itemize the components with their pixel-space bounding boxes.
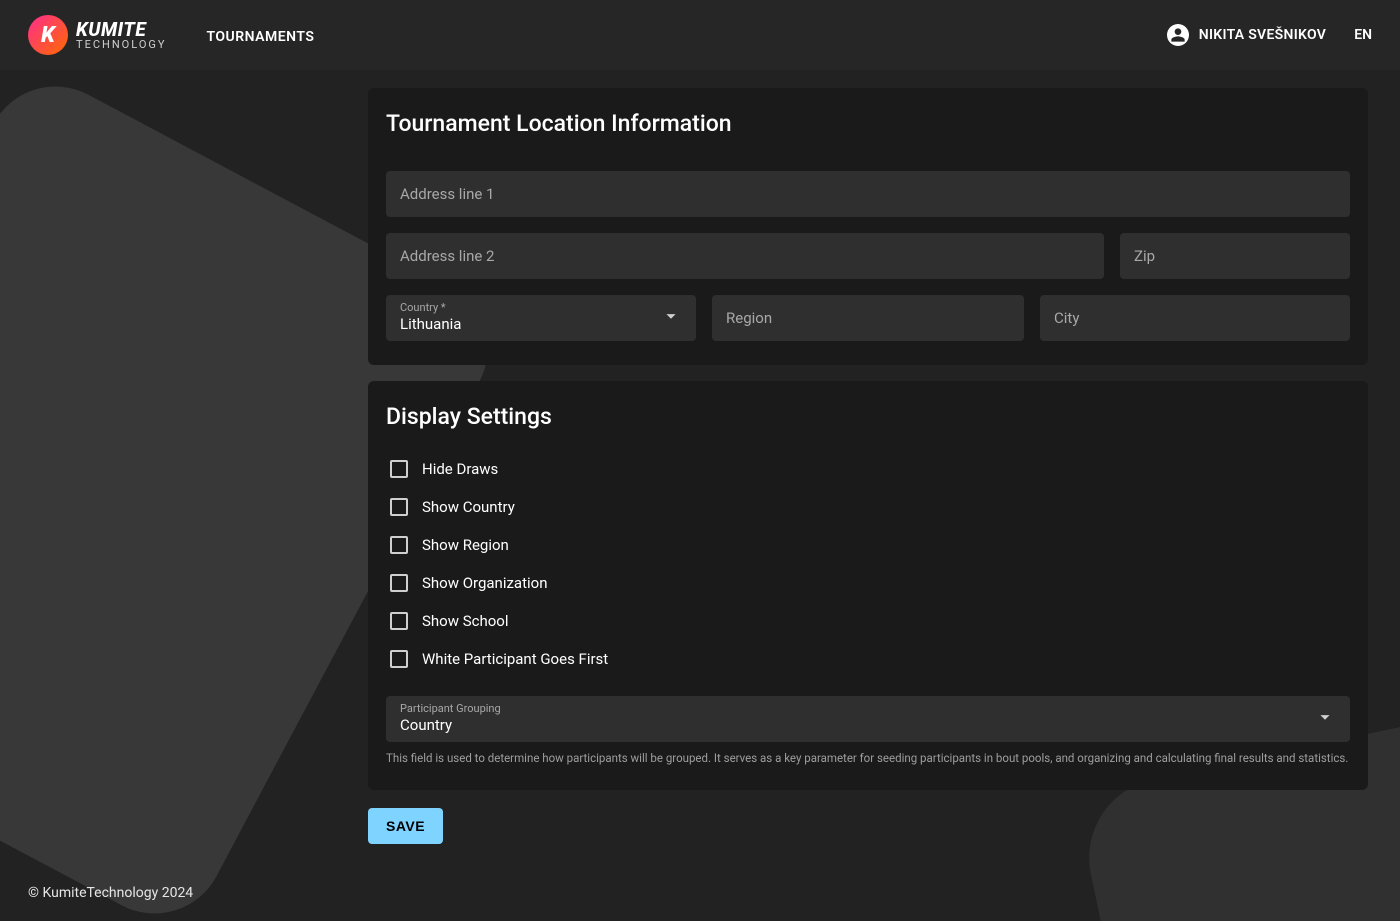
- user-avatar-icon: [1167, 24, 1189, 46]
- checkbox-icon: [390, 612, 408, 630]
- address-line-2-placeholder: Address line 2: [400, 247, 495, 265]
- city-placeholder: City: [1054, 309, 1079, 327]
- location-card-title: Tournament Location Information: [386, 110, 1350, 137]
- participant-grouping-helper: This field is used to determine how part…: [386, 750, 1350, 766]
- address-line-1-placeholder: Address line 1: [400, 185, 495, 203]
- address-line-1-input[interactable]: Address line 1: [386, 171, 1350, 217]
- participant-grouping-value: Country: [400, 716, 452, 734]
- checkbox-icon: [390, 574, 408, 592]
- region-placeholder: Region: [726, 309, 772, 327]
- checkbox-white-first[interactable]: White Participant Goes First: [390, 650, 1350, 668]
- nav-links: TOURNAMENTS: [206, 26, 314, 45]
- brand-logo[interactable]: K KUMITE TECHNOLOGY: [28, 15, 166, 55]
- zip-input[interactable]: Zip: [1120, 233, 1350, 279]
- chevron-down-icon: [1314, 706, 1336, 732]
- checkbox-show-school[interactable]: Show School: [390, 612, 1350, 630]
- brand-text: KUMITE TECHNOLOGY: [76, 20, 166, 50]
- participant-grouping-select[interactable]: Participant Grouping Country: [386, 696, 1350, 742]
- checkbox-label: Show School: [422, 612, 509, 630]
- topbar: K KUMITE TECHNOLOGY TOURNAMENTS NIKITA S…: [0, 0, 1400, 70]
- checkbox-show-region[interactable]: Show Region: [390, 536, 1350, 554]
- checkbox-show-organization[interactable]: Show Organization: [390, 574, 1350, 592]
- user-menu[interactable]: NIKITA SVEŠNIKOV: [1167, 24, 1326, 46]
- checkbox-label: White Participant Goes First: [422, 650, 608, 668]
- country-select[interactable]: Country * Lithuania: [386, 295, 696, 341]
- nav-tournaments[interactable]: TOURNAMENTS: [206, 29, 314, 45]
- location-card: Tournament Location Information Address …: [368, 88, 1368, 365]
- checkbox-icon: [390, 498, 408, 516]
- checkbox-icon: [390, 650, 408, 668]
- brand-mark-icon: K: [28, 15, 68, 55]
- country-label: Country *: [400, 301, 446, 314]
- checkbox-icon: [390, 536, 408, 554]
- user-name: NIKITA SVEŠNIKOV: [1199, 27, 1326, 43]
- save-button[interactable]: SAVE: [368, 808, 443, 844]
- checkbox-show-country[interactable]: Show Country: [390, 498, 1350, 516]
- checkbox-label: Show Region: [422, 536, 509, 554]
- brand-line2: TECHNOLOGY: [76, 39, 166, 50]
- checkbox-label: Show Country: [422, 498, 515, 516]
- brand-line1: KUMITE: [76, 20, 166, 39]
- city-input[interactable]: City: [1040, 295, 1350, 341]
- participant-grouping-label: Participant Grouping: [400, 702, 501, 715]
- language-switcher[interactable]: EN: [1354, 27, 1372, 43]
- checkbox-hide-draws[interactable]: Hide Draws: [390, 460, 1350, 478]
- address-line-2-input[interactable]: Address line 2: [386, 233, 1104, 279]
- checkbox-label: Hide Draws: [422, 460, 498, 478]
- country-value: Lithuania: [400, 315, 461, 333]
- region-input[interactable]: Region: [712, 295, 1024, 341]
- chevron-down-icon: [660, 305, 682, 331]
- display-settings-title: Display Settings: [386, 403, 1350, 430]
- zip-placeholder: Zip: [1134, 247, 1155, 265]
- checkbox-label: Show Organization: [422, 574, 548, 592]
- display-checkbox-list: Hide Draws Show Country Show Region Show…: [386, 460, 1350, 668]
- checkbox-icon: [390, 460, 408, 478]
- footer-copyright: © KumiteTechnology 2024: [28, 885, 193, 901]
- display-settings-card: Display Settings Hide Draws Show Country…: [368, 381, 1368, 790]
